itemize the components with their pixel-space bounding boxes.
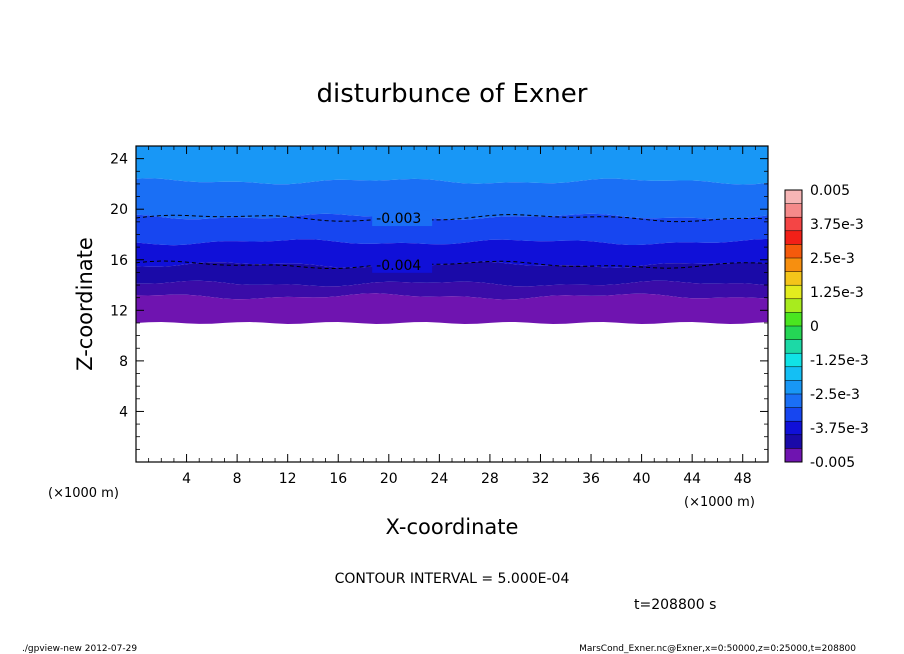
plot-area: -0.003-0.004 4 8 12 16 20 24 28 32 36 40 44 48 4812… [110,145,769,487]
contour-label-bg-1 [372,256,433,273]
colorbar-swatch [785,312,802,327]
y-unit-label: (×1000 m) [48,486,119,501]
colorbar-swatch [785,448,802,463]
y-axis-title: Z-coordinate [73,237,97,371]
band-3 [136,238,768,268]
colorbar-swatch [785,380,802,395]
band-1 [136,178,768,220]
colorbar-swatch [785,271,802,286]
y-tick-label: 8 [119,354,128,370]
colorbar-label: -2.5e-3 [810,387,860,403]
y-tick-label: 20 [110,202,128,218]
colorbar-swatch [785,285,802,300]
contour-line-1 [135,260,769,269]
footer-right: MarsCond_Exner.nc@Exner,x=0:50000,z=0:25… [579,644,856,654]
x-tick-label: 36 [582,471,600,487]
contour-line-0 [135,214,769,223]
colorbar-swatch [785,353,802,368]
filled-contours [136,146,768,324]
colorbar-swatch [785,407,802,422]
x-tick-label: 12 [279,471,297,487]
colorbar-swatch [785,434,802,449]
y-tick-label: 24 [110,152,128,168]
colorbar-label: 3.75e-3 [810,217,864,233]
colorbar-label: 0 [810,319,819,335]
colorbar-swatch [785,190,802,204]
x-tick-label: 24 [430,471,448,487]
contour-label-1: -0.004 [376,258,421,274]
x-tick-label: 28 [481,471,499,487]
x-axis-title: X-coordinate [386,515,519,539]
contour-interval: CONTOUR INTERVAL = 5.000E-04 [335,571,570,587]
colorbar-swatch [785,339,802,354]
colorbar-swatch [785,421,802,436]
x-tick-label: 40 [633,471,651,487]
band-0 [136,146,768,185]
y-tick-label: 12 [110,303,128,319]
colorbar-swatch [785,394,802,408]
x-tick-label: 48 [734,471,752,487]
chart-title: disturbunce of Exner [317,79,588,109]
band-6 [136,293,768,324]
colorbar-label: -0.005 [810,455,855,471]
colorbar-swatch [785,326,802,340]
contour-label-bg-0 [372,210,433,227]
footer-left: ./gpview-new 2012-07-29 [22,644,137,654]
contour-lines [135,214,769,269]
colorbar-label: 0.005 [810,183,850,199]
x-tick-label: 44 [683,471,701,487]
y-tick-label: 4 [119,404,128,420]
x-tick-label: 16 [329,471,347,487]
band-2 [136,213,768,246]
colorbar-label: -3.75e-3 [810,421,869,437]
x-axis: 4 8 12 16 20 24 28 32 36 40 44 48 [148,146,756,487]
colorbar-label: 2.5e-3 [810,251,855,267]
colorbar-swatch [785,298,802,313]
colorbar-swatch [785,217,802,232]
x-unit-label: (×1000 m) [684,495,755,510]
y-axis: 4 8 12 16 20 24 [110,152,768,450]
colorbar-swatch [785,244,802,259]
colorbar-swatch [785,230,802,245]
x-tick-label: 32 [532,471,550,487]
x-tick-label: 8 [233,471,242,487]
x-tick-label: 20 [380,471,398,487]
band-5 [136,280,768,300]
time-label: t=208800 s [634,597,716,613]
y-tick-label: 16 [110,253,128,269]
contour-label-0: -0.003 [376,211,421,227]
colorbar-label: -1.25e-3 [810,353,869,369]
colorbar: 0.005 3.75e-3 2.5e-3 1.25e-3 0 -1.25e-3 -2.5e-… [784,183,869,471]
colorbar-swatch [785,203,802,218]
contour-labels: -0.003 -0.004 [372,210,433,274]
colorbar-swatch [785,366,802,381]
x-tick-label: 4 [182,471,191,487]
colorbar-swatch [785,258,802,272]
band-4 [136,261,768,287]
colorbar-label: 1.25e-3 [810,285,864,301]
